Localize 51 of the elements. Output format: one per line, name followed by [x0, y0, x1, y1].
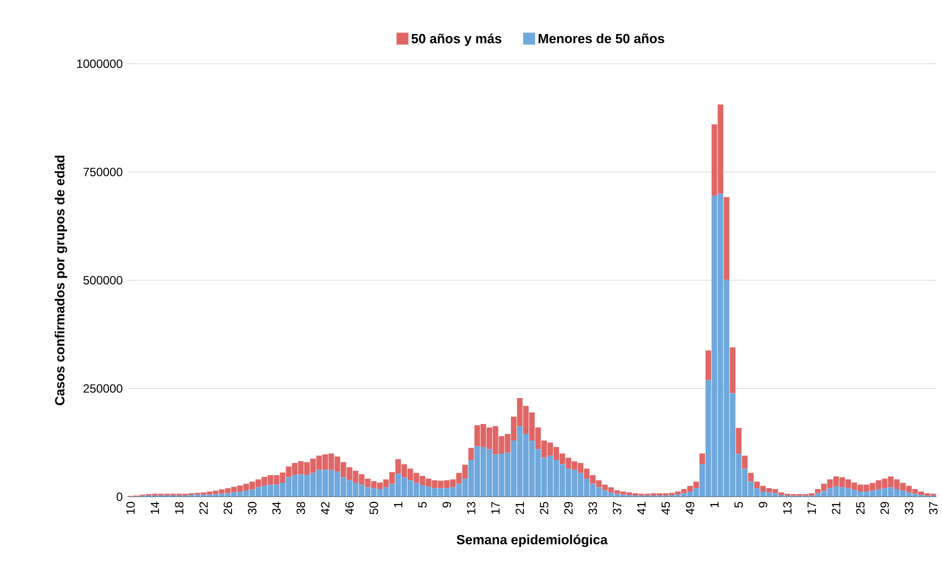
- x-tick-label: 13: [466, 502, 476, 514]
- x-tick-label: 21: [832, 502, 840, 514]
- x-tick-label: 45: [662, 502, 670, 515]
- x-tick-label: 29: [880, 502, 889, 514]
- x-tick-label: 42: [320, 502, 330, 515]
- x-tick-label: 10: [126, 502, 135, 514]
- bar: [748, 473, 754, 482]
- y-tick-label: 750000: [84, 168, 122, 176]
- x-tick-label: 1: [394, 502, 402, 508]
- x-tick-label: 38: [296, 502, 306, 514]
- x-tick-label: 17: [808, 502, 816, 514]
- x-tick-label: 5: [734, 502, 743, 508]
- x-tick-label: 1: [710, 502, 719, 508]
- x-tick-label: 14: [150, 502, 159, 514]
- bar: [730, 347, 736, 394]
- x-tick-label: 30: [248, 502, 256, 514]
- y-tick-label: 1000000: [77, 60, 122, 68]
- legend-label: 50 años y más: [412, 34, 502, 46]
- bar: [724, 197, 730, 280]
- x-tick-label: 26: [224, 502, 232, 514]
- x-tick-label: 13: [783, 502, 792, 514]
- y-tick-label: 500000: [83, 276, 122, 285]
- bar: [468, 448, 474, 460]
- x-tick-label: 41: [637, 502, 646, 515]
- x-tick-label: 46: [345, 502, 354, 515]
- x-tick-label: 5: [418, 502, 427, 508]
- bar: [699, 454, 706, 464]
- bar: [742, 456, 748, 469]
- x-tick-label: 21: [516, 502, 524, 514]
- y-tick-label: 250000: [84, 384, 122, 393]
- x-axis-title: Semana epidemiológica: [456, 534, 608, 548]
- x-tick-label: 49: [686, 502, 694, 515]
- y-axis-title: Casos confirmados por grupos de edad: [54, 156, 68, 406]
- y-tick-label: 0: [116, 492, 122, 502]
- x-tick-label: 34: [272, 502, 281, 514]
- bar: [736, 428, 742, 454]
- x-tick-label: 50: [370, 502, 378, 514]
- x-tick-label: 17: [491, 502, 500, 514]
- x-tick-label: 25: [856, 502, 865, 514]
- x-tick-label: 9: [758, 502, 768, 508]
- x-tick-label: 18: [174, 502, 184, 514]
- x-tick-label: 33: [588, 502, 598, 514]
- x-tick-label: 9: [442, 502, 452, 508]
- x-tick-label: 37: [612, 502, 622, 514]
- bar: [706, 350, 712, 380]
- x-tick-label: 25: [540, 502, 548, 514]
- x-tick-label: 29: [564, 502, 573, 514]
- legend-label: Menores de 50 años: [538, 34, 664, 44]
- x-tick-label: 37: [929, 502, 938, 514]
- x-tick-label: 22: [199, 502, 208, 514]
- x-tick-label: 33: [904, 502, 914, 514]
